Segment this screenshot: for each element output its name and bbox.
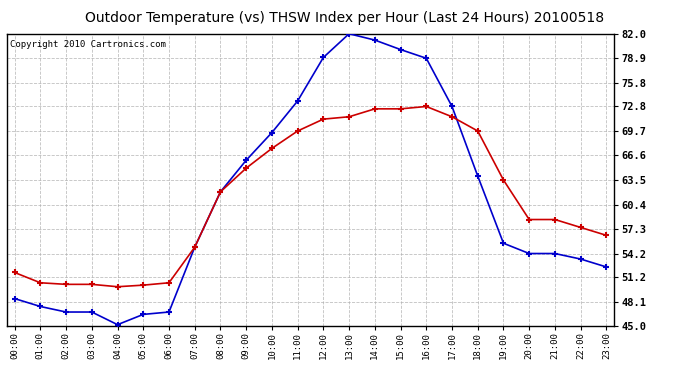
Text: Outdoor Temperature (vs) THSW Index per Hour (Last 24 Hours) 20100518: Outdoor Temperature (vs) THSW Index per … bbox=[86, 11, 604, 25]
Text: Copyright 2010 Cartronics.com: Copyright 2010 Cartronics.com bbox=[10, 40, 166, 49]
